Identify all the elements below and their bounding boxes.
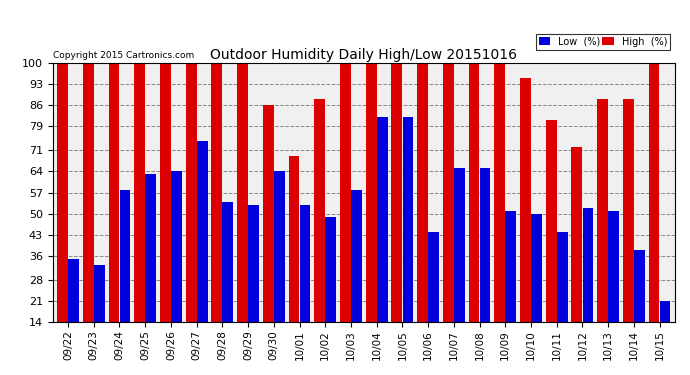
Bar [649, 63, 660, 365]
Bar [160, 63, 171, 365]
Bar [660, 302, 671, 365]
Bar [366, 63, 377, 365]
Bar [83, 63, 94, 365]
Text: Copyright 2015 Cartronics.com: Copyright 2015 Cartronics.com [52, 51, 194, 60]
Bar [288, 156, 299, 365]
Bar [315, 99, 325, 365]
Bar [531, 214, 542, 365]
Title: Outdoor Humidity Daily High/Low 20151016: Outdoor Humidity Daily High/Low 20151016 [210, 48, 518, 62]
Bar [546, 120, 557, 365]
Bar [146, 174, 156, 365]
Bar [222, 202, 233, 365]
Bar [274, 171, 285, 365]
Bar [68, 259, 79, 365]
Bar [299, 205, 310, 365]
Bar [248, 205, 259, 365]
Bar [428, 232, 439, 365]
Bar [623, 99, 633, 365]
Bar [634, 250, 644, 365]
Bar [402, 117, 413, 365]
Bar [571, 147, 582, 365]
Bar [171, 171, 182, 365]
Bar [520, 78, 531, 365]
Bar [494, 63, 505, 365]
Bar [108, 63, 119, 365]
Bar [417, 63, 428, 365]
Bar [609, 211, 619, 365]
Bar [582, 208, 593, 365]
Bar [340, 63, 351, 365]
Bar [135, 63, 145, 365]
Bar [211, 63, 222, 365]
Bar [469, 63, 480, 365]
Bar [119, 189, 130, 365]
Bar [391, 63, 402, 365]
Bar [197, 141, 208, 365]
Bar [480, 168, 491, 365]
Bar [351, 189, 362, 365]
Bar [557, 232, 568, 365]
Bar [263, 105, 274, 365]
Bar [454, 168, 465, 365]
Bar [326, 217, 336, 365]
Bar [186, 63, 197, 365]
Legend: Low  (%), High  (%): Low (%), High (%) [535, 34, 670, 50]
Bar [57, 63, 68, 365]
Bar [598, 99, 608, 365]
Bar [377, 117, 388, 365]
Bar [237, 63, 248, 365]
Bar [443, 63, 454, 365]
Bar [505, 211, 516, 365]
Bar [94, 265, 105, 365]
